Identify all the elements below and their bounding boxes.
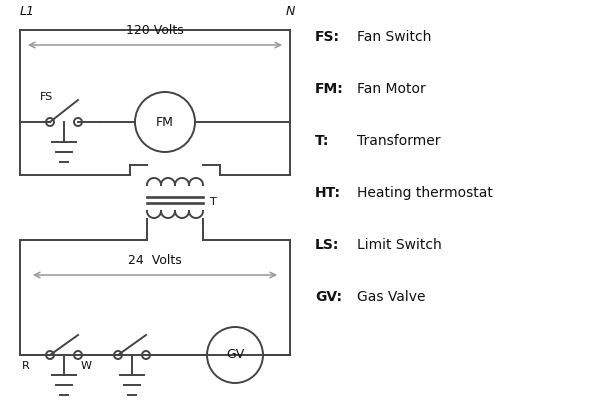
Text: W: W (81, 361, 92, 371)
Text: Fan Switch: Fan Switch (357, 30, 431, 44)
Text: GV:: GV: (315, 290, 342, 304)
Text: 120 Volts: 120 Volts (126, 24, 184, 37)
Text: Fan Motor: Fan Motor (357, 82, 426, 96)
Text: R: R (22, 361, 30, 371)
Text: Transformer: Transformer (357, 134, 441, 148)
Text: T: T (210, 197, 217, 207)
Text: 24  Volts: 24 Volts (128, 254, 182, 267)
Text: L1: L1 (20, 5, 35, 18)
Text: GV: GV (226, 348, 244, 362)
Text: T:: T: (315, 134, 329, 148)
Text: FM:: FM: (315, 82, 344, 96)
Text: HT:: HT: (315, 186, 341, 200)
Text: N: N (286, 5, 294, 18)
Text: FS: FS (40, 92, 53, 102)
Text: LS:: LS: (315, 238, 339, 252)
Text: Limit Switch: Limit Switch (357, 238, 442, 252)
Text: Gas Valve: Gas Valve (357, 290, 425, 304)
Text: Heating thermostat: Heating thermostat (357, 186, 493, 200)
Text: FS:: FS: (315, 30, 340, 44)
Text: FM: FM (156, 116, 174, 128)
